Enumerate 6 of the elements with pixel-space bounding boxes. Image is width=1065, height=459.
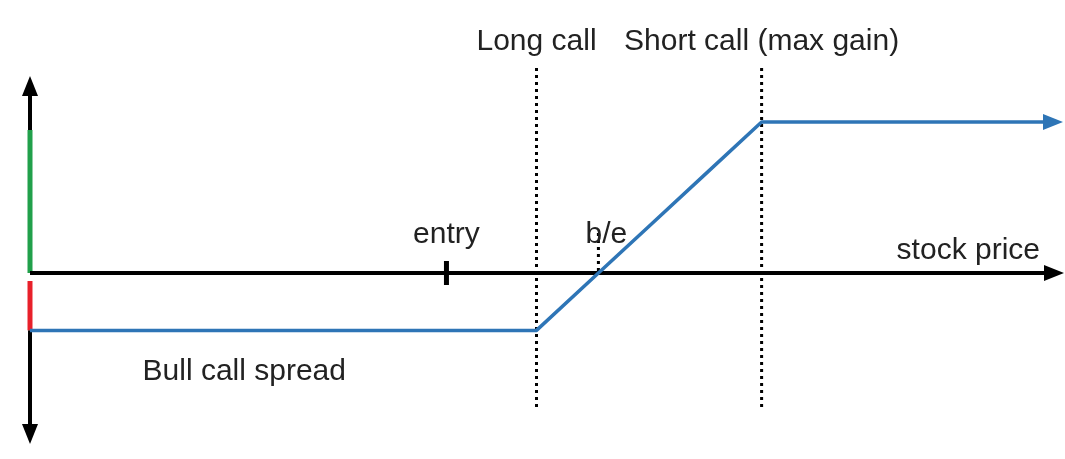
text: Short call (max gain) <box>624 23 900 56</box>
series-label: Bull call spread <box>142 353 346 387</box>
x-axis-title: stock price <box>896 232 1040 265</box>
annotation: entry <box>413 216 480 249</box>
text: Long call <box>476 23 597 56</box>
annotation: b/e <box>585 216 628 249</box>
